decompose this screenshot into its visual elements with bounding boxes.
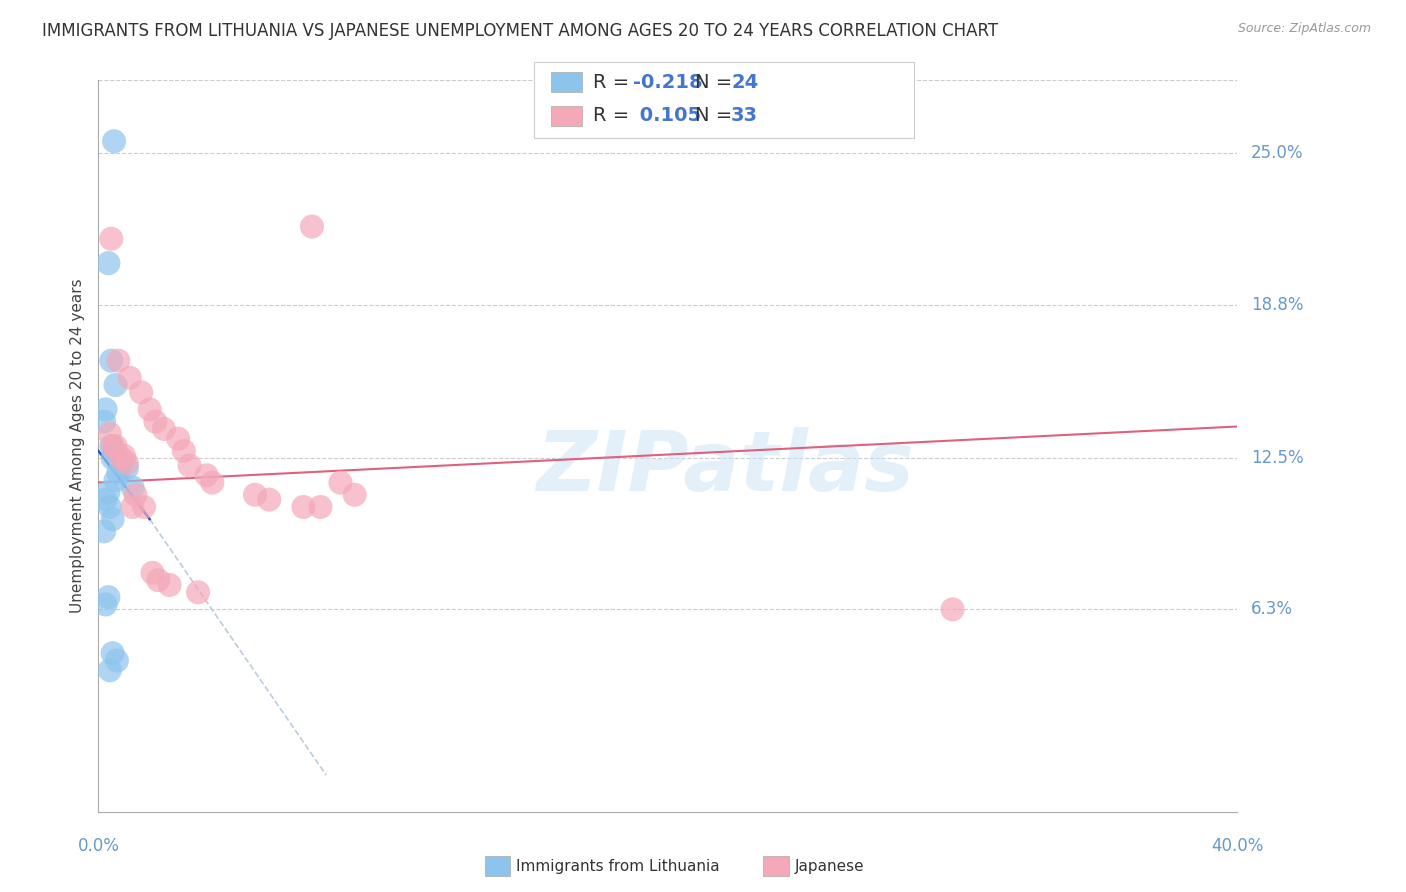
Point — [141, 566, 163, 580]
Point — [98, 426, 121, 441]
Point — [93, 415, 115, 429]
Point — [107, 353, 129, 368]
Text: 24: 24 — [731, 72, 758, 92]
Text: 40.0%: 40.0% — [1211, 837, 1264, 855]
Point — [97, 485, 120, 500]
Point — [98, 663, 121, 677]
Point — [104, 378, 127, 392]
Point — [187, 585, 209, 599]
Point — [145, 415, 167, 429]
Point — [115, 461, 138, 475]
Point — [118, 370, 141, 384]
Point — [110, 451, 132, 466]
Point — [93, 524, 115, 539]
Point — [173, 443, 195, 458]
Point — [110, 456, 132, 470]
Point — [195, 468, 218, 483]
Point — [104, 473, 127, 487]
Text: 0.105: 0.105 — [633, 106, 700, 126]
Point — [138, 402, 160, 417]
Point — [100, 439, 122, 453]
Text: R =: R = — [593, 72, 636, 92]
Point — [301, 219, 323, 234]
Point — [179, 458, 201, 473]
Point — [105, 654, 128, 668]
Point — [103, 134, 125, 148]
Point — [101, 646, 124, 660]
Point — [94, 492, 117, 507]
Point — [100, 232, 122, 246]
Point — [343, 488, 366, 502]
Point — [159, 578, 181, 592]
Point — [292, 500, 315, 514]
Point — [329, 475, 352, 490]
Text: 18.8%: 18.8% — [1251, 295, 1303, 314]
Point — [115, 456, 138, 470]
Text: 25.0%: 25.0% — [1251, 145, 1303, 162]
Point — [112, 449, 135, 463]
Point — [107, 466, 129, 480]
Point — [942, 602, 965, 616]
Text: 33: 33 — [731, 106, 758, 126]
Point — [101, 451, 124, 466]
Point — [94, 402, 117, 417]
Point — [104, 439, 127, 453]
Point — [121, 500, 143, 514]
Point — [153, 422, 176, 436]
Text: -0.218: -0.218 — [633, 72, 703, 92]
Text: ZIPatlas: ZIPatlas — [536, 427, 914, 508]
Point — [100, 353, 122, 368]
Point — [94, 598, 117, 612]
Point — [201, 475, 224, 490]
Point — [97, 590, 120, 604]
Point — [98, 500, 121, 514]
Text: 12.5%: 12.5% — [1251, 450, 1303, 467]
Text: IMMIGRANTS FROM LITHUANIA VS JAPANESE UNEMPLOYMENT AMONG AGES 20 TO 24 YEARS COR: IMMIGRANTS FROM LITHUANIA VS JAPANESE UN… — [42, 22, 998, 40]
Text: R =: R = — [593, 106, 636, 126]
Text: N =: N = — [695, 72, 738, 92]
Point — [167, 432, 190, 446]
Point — [97, 256, 120, 270]
Text: 6.3%: 6.3% — [1251, 600, 1294, 618]
Point — [101, 512, 124, 526]
Y-axis label: Unemployment Among Ages 20 to 24 years: Unemployment Among Ages 20 to 24 years — [70, 278, 86, 614]
Text: Source: ZipAtlas.com: Source: ZipAtlas.com — [1237, 22, 1371, 36]
Point — [101, 439, 124, 453]
Text: Immigrants from Lithuania: Immigrants from Lithuania — [516, 859, 720, 873]
Point — [309, 500, 332, 514]
Point — [243, 488, 266, 502]
Point — [124, 488, 146, 502]
Text: Japanese: Japanese — [794, 859, 865, 873]
Point — [129, 385, 152, 400]
Point — [103, 443, 125, 458]
Point — [132, 500, 155, 514]
Text: 0.0%: 0.0% — [77, 837, 120, 855]
Point — [148, 573, 170, 587]
Point — [259, 492, 281, 507]
Text: N =: N = — [695, 106, 738, 126]
Point — [121, 480, 143, 494]
